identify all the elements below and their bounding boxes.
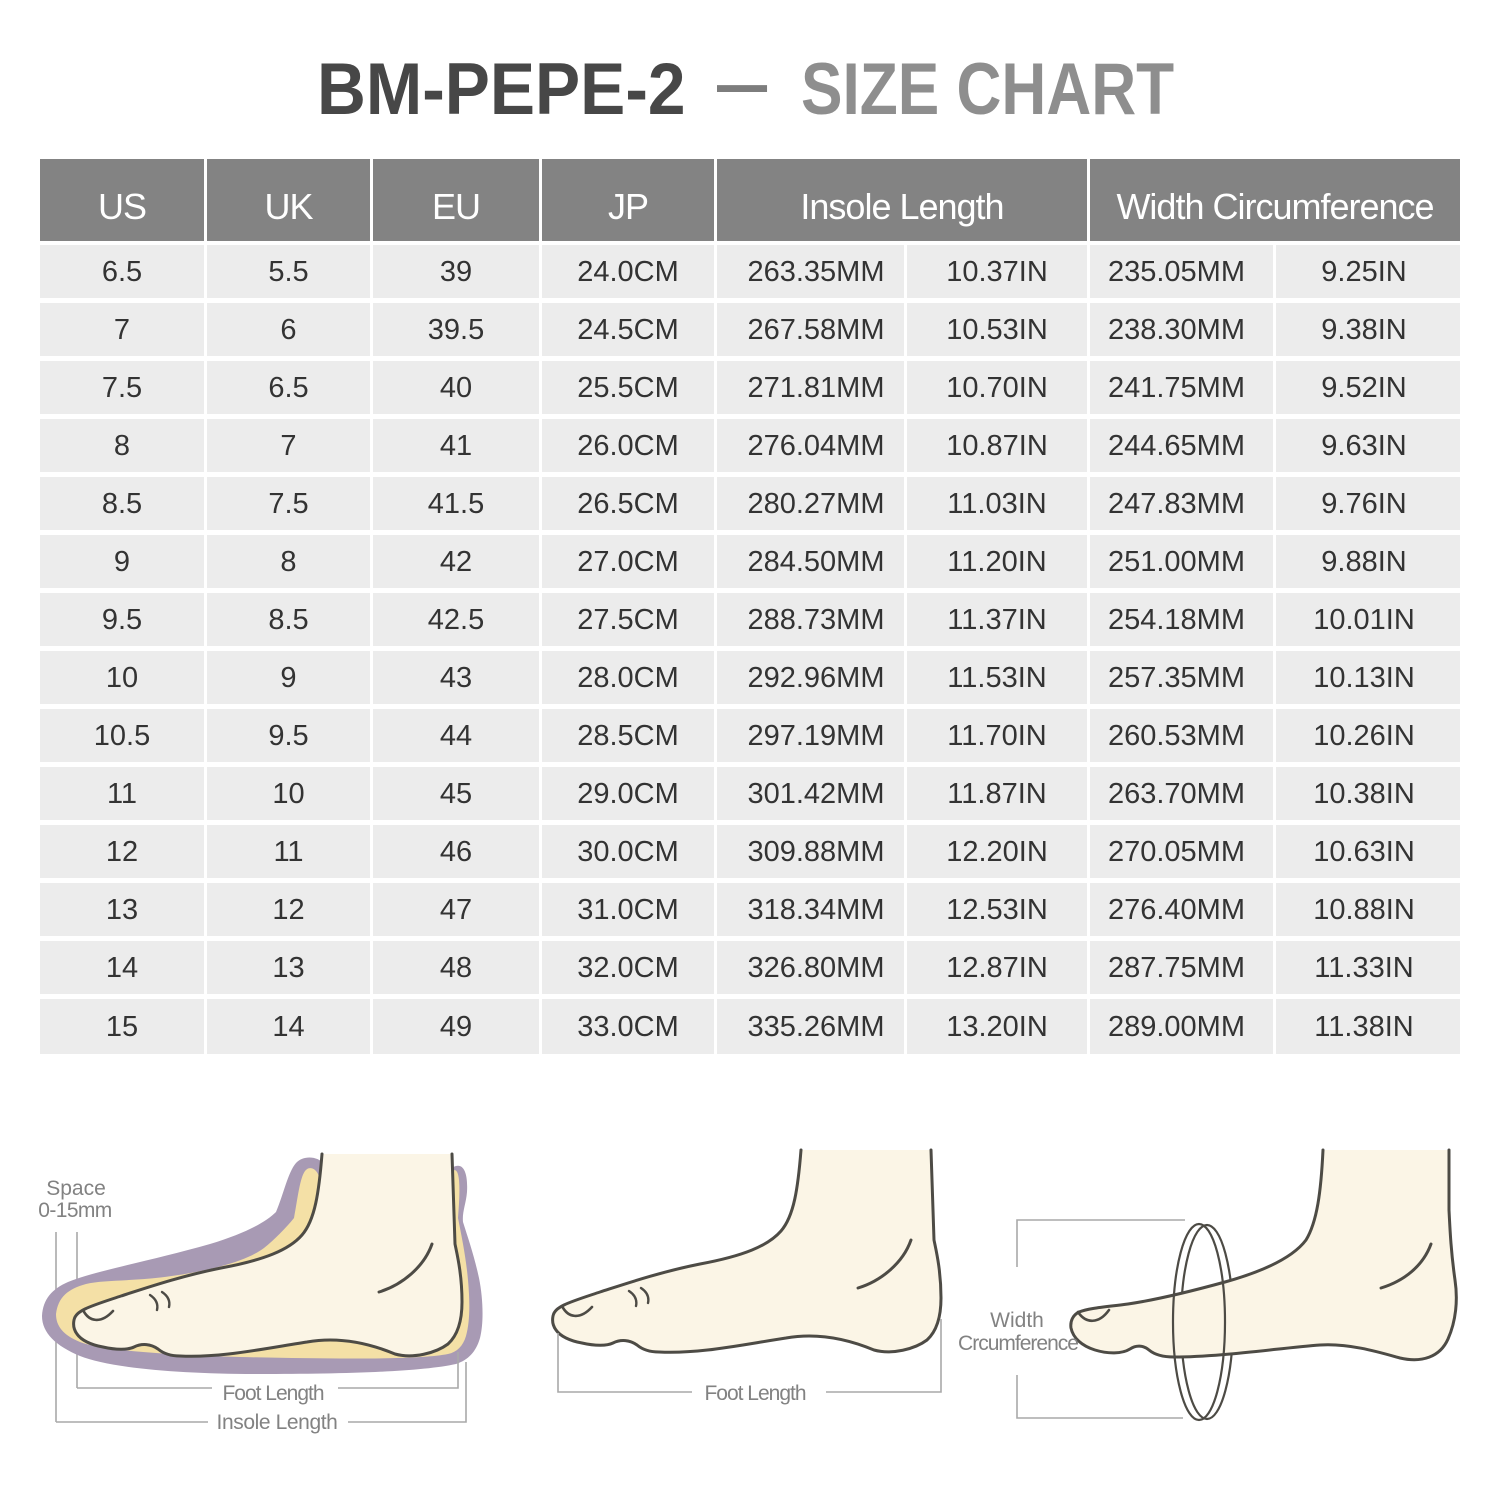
svg-text:Foot Length: Foot Length [222, 1382, 323, 1405]
svg-text:Space: Space [46, 1177, 106, 1200]
svg-text:Insole Length: Insole Length [217, 1411, 338, 1434]
svg-text:Foot Length: Foot Length [704, 1382, 805, 1405]
svg-text:Width: Width [990, 1309, 1044, 1332]
svg-text:Crcumference: Crcumference [958, 1332, 1078, 1355]
svg-text:0-15mm: 0-15mm [38, 1199, 112, 1222]
